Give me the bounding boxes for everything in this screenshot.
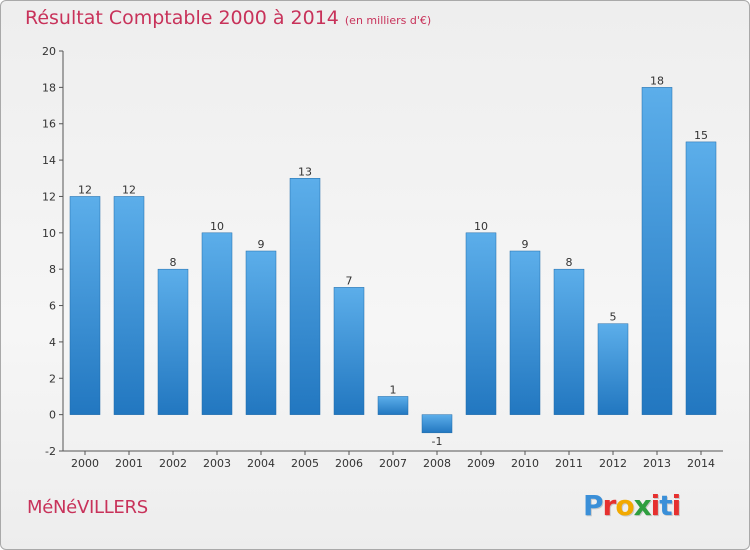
bar-2005 [289,178,321,415]
logo-letter: x [633,489,652,522]
bar-2010 [509,250,541,415]
chart-subtitle: (en milliers d'€) [344,14,432,27]
y-tick-label: 0 [49,409,56,422]
x-tick-label: 2005 [291,457,319,470]
bar-2011 [553,268,585,415]
data-label-2008: -1 [432,435,443,448]
data-label-2010: 9 [522,238,529,251]
x-tick-label: 2014 [687,457,715,470]
bar-2008 [421,414,453,434]
bar-2009 [465,232,497,415]
chart-title-text: Résultat Comptable 2000 à 2014 [25,7,339,29]
y-tick-label: -2 [45,445,56,458]
data-label-2000: 12 [78,183,92,196]
x-tick-label: 2003 [203,457,231,470]
logo-letter: i [671,489,682,522]
data-label-2002: 8 [170,256,177,269]
y-tick-label: 10 [42,227,56,240]
logo-letter: i [650,489,661,522]
bar-2004 [245,250,277,415]
x-tick-label: 2000 [71,457,99,470]
data-label-2001: 12 [122,183,136,196]
data-label-2009: 10 [474,220,488,233]
x-tick-label: 2009 [467,457,495,470]
y-tick-label: 16 [42,118,56,131]
x-tick-label: 2002 [159,457,187,470]
bar-2002 [157,268,189,415]
data-label-2003: 10 [210,220,224,233]
data-label-2007: 1 [390,383,397,396]
y-tick-label: 20 [42,45,56,58]
y-tick-label: 2 [49,372,56,385]
data-label-2005: 13 [298,165,312,178]
y-tick-label: 4 [49,336,56,349]
chart-title: Résultat Comptable 2000 à 2014 (en millie… [25,7,431,29]
data-label-2014: 15 [694,129,708,142]
commune-name: MéNéVILLERS [27,497,148,518]
data-label-2004: 9 [258,238,265,251]
data-label-2011: 8 [566,256,573,269]
y-tick-label: 18 [42,81,56,94]
x-tick-label: 2010 [511,457,539,470]
logo-letter: r [602,489,617,522]
bar-2014 [685,141,717,415]
bar-2006 [333,287,365,415]
proxiti-logo: Proxiti [583,489,682,522]
y-tick-label: 14 [42,154,56,167]
x-tick-label: 2007 [379,457,407,470]
y-tick-label: 6 [49,300,56,313]
data-label-2013: 18 [650,74,664,87]
x-tick-label: 2011 [555,457,583,470]
x-tick-label: 2001 [115,457,143,470]
bar-2012 [597,323,629,415]
x-tick-label: 2013 [643,457,671,470]
x-tick-label: 2006 [335,457,363,470]
logo-letter: P [583,489,604,522]
logo-letter: o [615,489,634,522]
x-tick-label: 2008 [423,457,451,470]
bar-2007 [377,396,409,415]
bar-2003 [201,232,233,415]
x-tick-label: 2012 [599,457,627,470]
bar-2013 [641,87,673,415]
y-tick-label: 8 [49,263,56,276]
logo-letter: t [659,489,672,522]
bar-2000 [69,196,101,415]
x-tick-label: 2004 [247,457,275,470]
bar-2001 [113,196,145,415]
data-label-2012: 5 [610,311,617,324]
data-label-2006: 7 [346,274,353,287]
y-tick-label: 12 [42,190,56,203]
